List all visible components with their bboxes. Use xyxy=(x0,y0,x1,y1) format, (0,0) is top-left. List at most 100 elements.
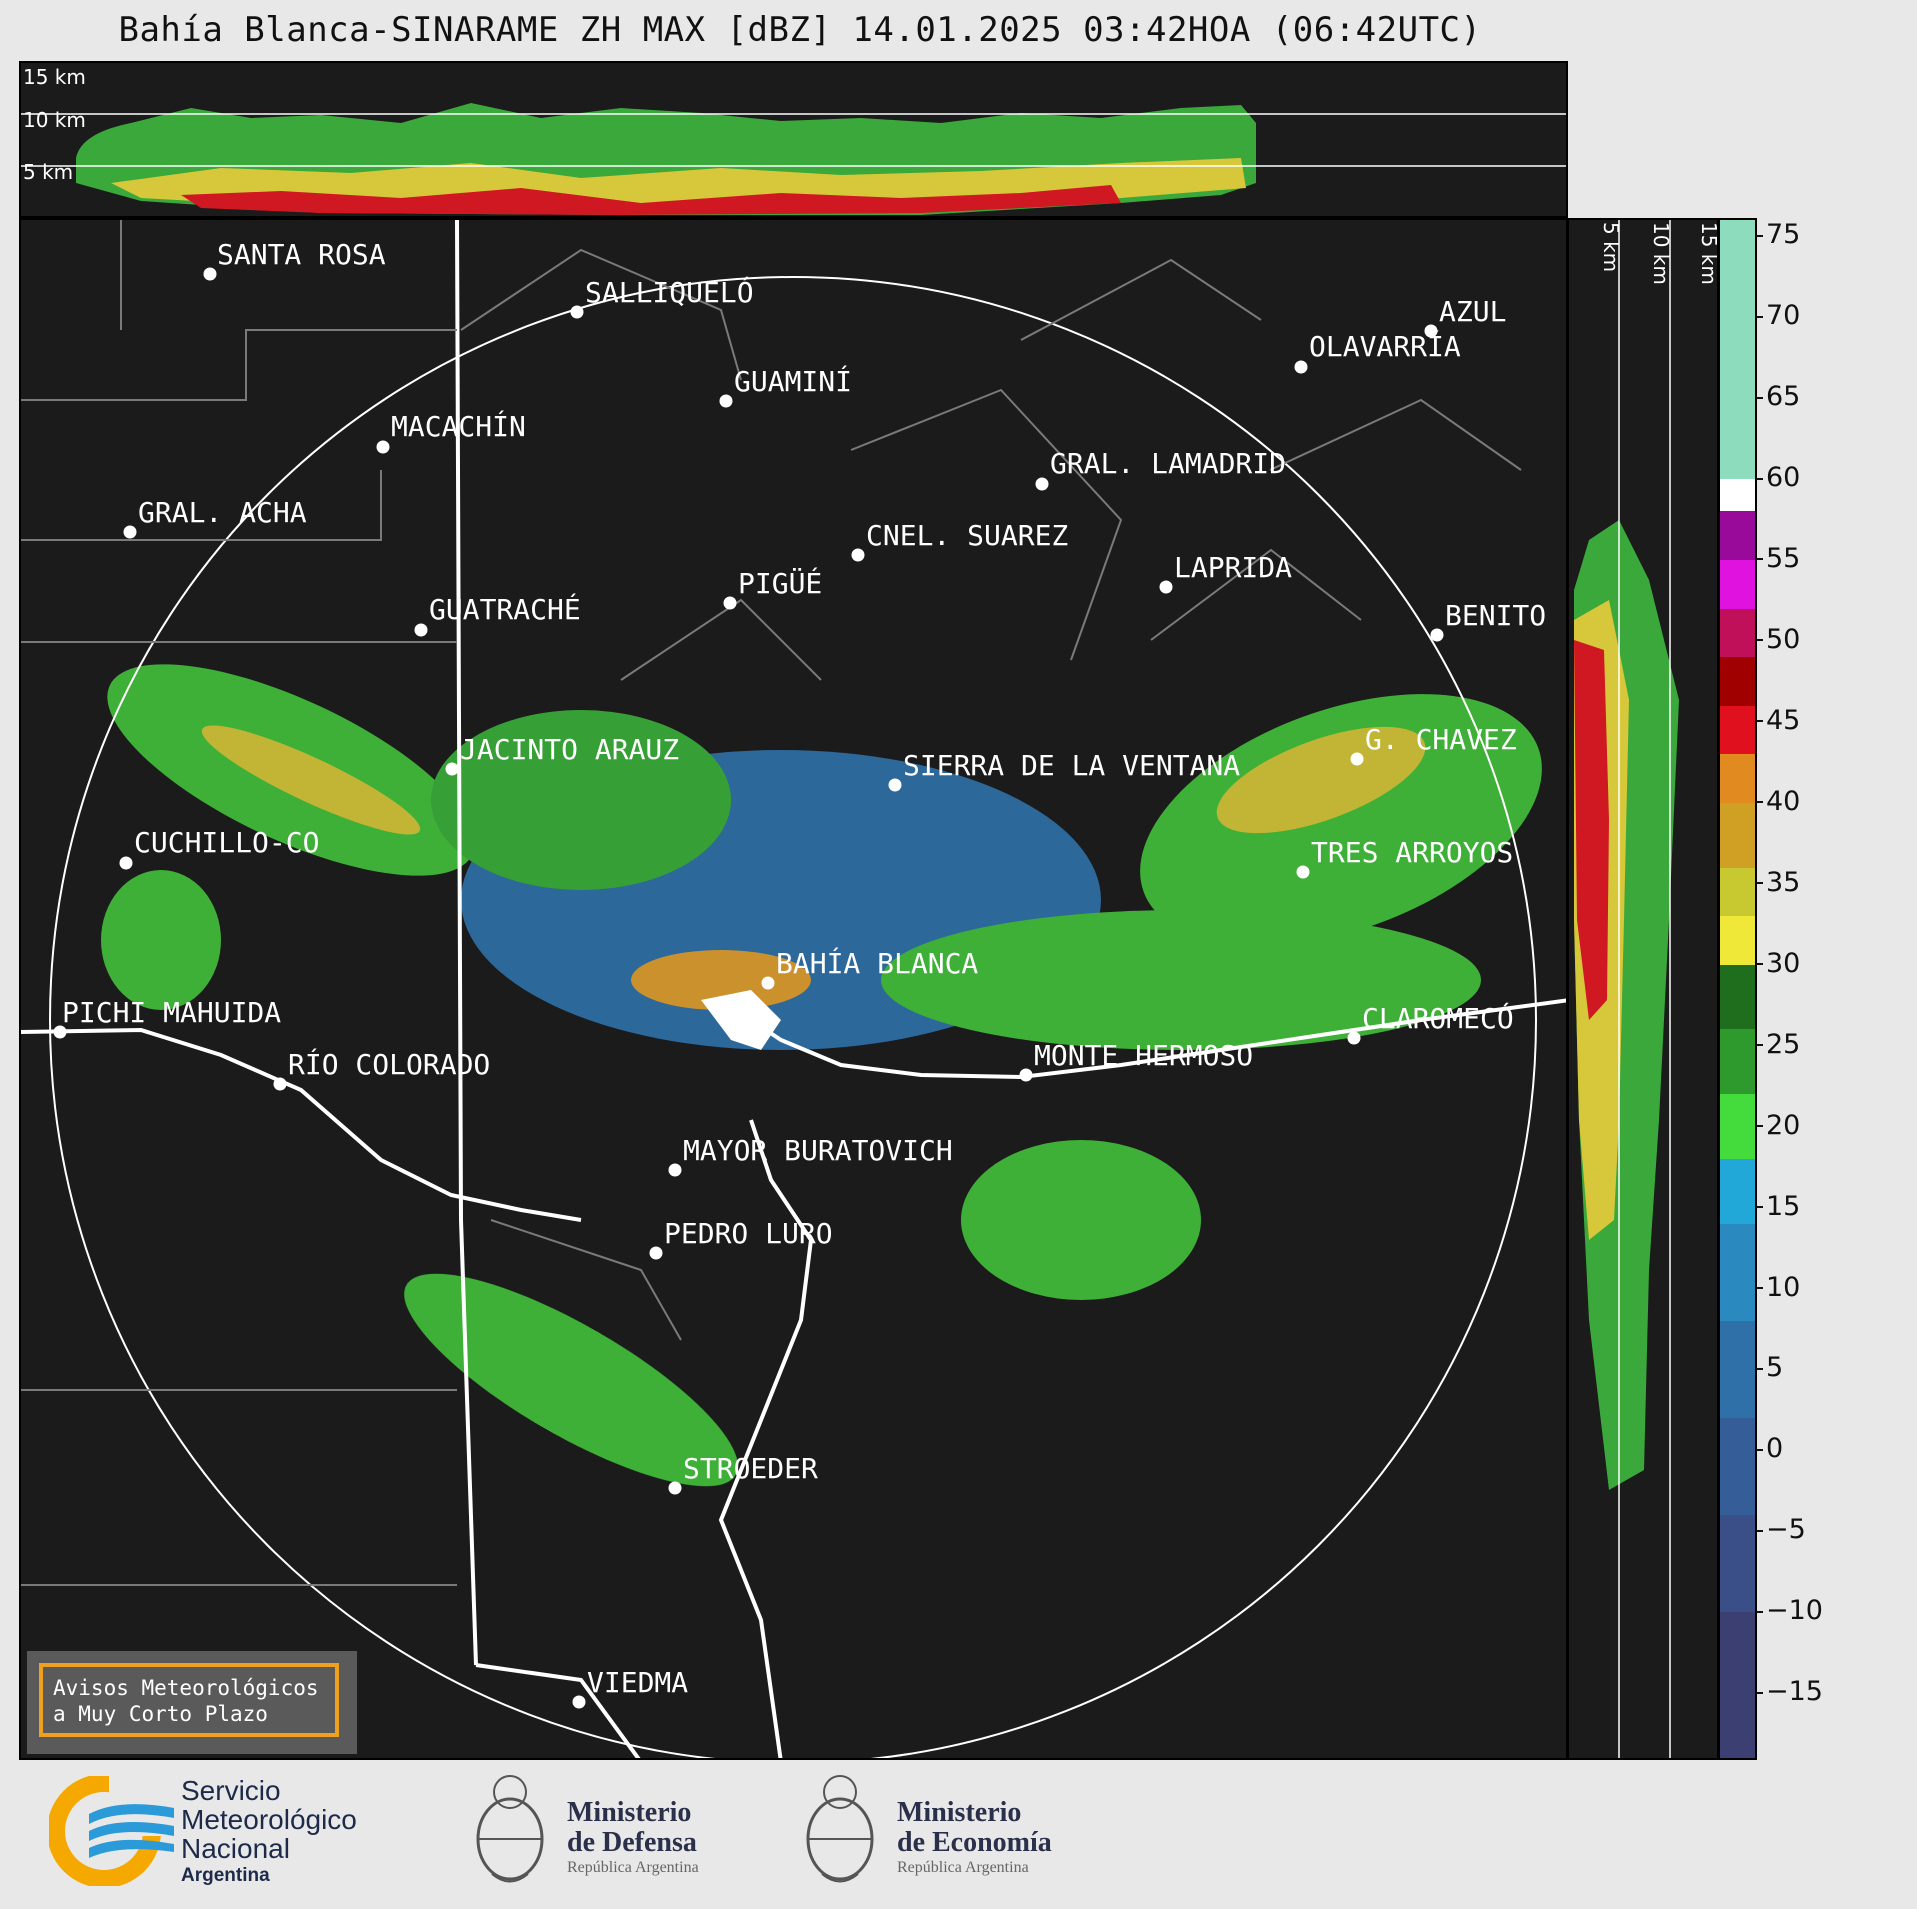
top-height-profile: 15 km 10 km 5 km xyxy=(19,61,1568,218)
city-dot-cnel-suarez xyxy=(851,548,865,562)
top-label-15km: 15 km xyxy=(23,65,86,89)
city-dot-tres-arroyos xyxy=(1296,865,1310,879)
colorbar-segment xyxy=(1720,479,1755,512)
city-label-viedma: VIEDMA xyxy=(587,1666,689,1699)
city-dot-sierra-de-la-ventana xyxy=(888,778,902,792)
colorbar-segment xyxy=(1720,754,1755,803)
smn-line4: Argentina xyxy=(181,1865,270,1886)
echo-northeast-band xyxy=(1140,694,1542,946)
city-dot-pedro-luro xyxy=(649,1246,663,1260)
colorbar xyxy=(1718,218,1757,1760)
city-label-benito: BENITO xyxy=(1445,599,1547,632)
estuary xyxy=(701,990,781,1050)
viedma-coast xyxy=(475,1663,641,1758)
colorbar-tick-label: 65 xyxy=(1755,381,1800,412)
echo-northeast-core xyxy=(1216,726,1426,834)
colorbar-tick-label: −10 xyxy=(1756,1595,1823,1626)
city-label-tres-arroyos: TRES ARROYOS xyxy=(1311,836,1514,869)
city-dot-benito xyxy=(1430,628,1444,642)
colorbar-tick-label: 20 xyxy=(1755,1110,1800,1141)
city-label-salliquelo: SALLIQUELÓ xyxy=(585,276,754,309)
city-label-azul: AZUL xyxy=(1439,295,1507,328)
colorbar-segment xyxy=(1720,220,1755,480)
rio-colorado-river xyxy=(21,1027,582,1222)
colorbar-tick-label: 0 xyxy=(1755,1433,1783,1464)
echo-bahia-core xyxy=(631,950,811,1010)
colorbar-tick-label: 45 xyxy=(1755,705,1800,736)
top-label-5km: 5 km xyxy=(23,160,74,184)
smn-line3: Nacional xyxy=(181,1833,290,1864)
side-profile-svg xyxy=(1574,220,1679,1758)
city-dot-bahia-blanca xyxy=(761,976,775,990)
city-label-claromeco: CLAROMECÓ xyxy=(1362,1002,1514,1035)
echo-southwest-band xyxy=(404,1273,738,1487)
city-label-mayor-buratovich: MAYOR BURATOVICH xyxy=(683,1134,953,1167)
coastline-south xyxy=(718,1119,814,1758)
chart-title: Bahía Blanca-SINARAME ZH MAX [dBZ] 14.01… xyxy=(118,10,1482,50)
top-profile-peak xyxy=(181,185,1121,215)
city-label-gral-acha: GRAL. ACHA xyxy=(138,496,307,529)
city-label-bahia-blanca: BAHÍA BLANCA xyxy=(776,947,979,980)
city-dot-laprida xyxy=(1159,580,1173,594)
colorbar-segment xyxy=(1720,1320,1755,1418)
avisos-box: Avisos Meteorológicos a Muy Corto Plazo xyxy=(27,1651,357,1754)
colorbar-segment xyxy=(1720,1612,1755,1758)
coastline xyxy=(719,998,1566,1080)
colorbar-tick-label: −15 xyxy=(1756,1676,1823,1707)
province-border xyxy=(455,220,478,1666)
avisos-line1: Avisos Meteorológicos xyxy=(53,1676,319,1700)
partido-lines xyxy=(21,220,1522,1586)
defensa-logo-text: Ministerio de Defensa República Argentin… xyxy=(567,1798,699,1878)
colorbar-tick-label: 5 xyxy=(1755,1352,1783,1383)
colorbar-tick-label: 15 xyxy=(1755,1191,1800,1222)
colorbar-segment xyxy=(1720,964,1755,1030)
smn-logo-icon xyxy=(49,1776,179,1886)
city-dot-jacinto-arauz xyxy=(445,762,459,776)
city-dot-santa-rosa xyxy=(203,267,217,281)
colorbar-tick-label: 35 xyxy=(1755,867,1800,898)
city-dot-rio-colorado xyxy=(273,1077,287,1091)
top-profile-svg xyxy=(21,103,1566,215)
city-dot-azul xyxy=(1424,324,1438,338)
echo-west-core xyxy=(201,725,421,835)
smn-line1: Servicio xyxy=(181,1775,281,1806)
city-label-jacinto-arauz: JACINTO ARAUZ xyxy=(460,733,680,766)
city-dot-mayor-buratovich xyxy=(668,1163,682,1177)
colorbar-tick-label: 25 xyxy=(1755,1029,1800,1060)
side-label-15km: 15 km xyxy=(1697,222,1719,285)
colorbar-segment xyxy=(1720,1094,1755,1159)
colorbar-segment xyxy=(1720,1029,1755,1095)
colorbar-segment xyxy=(1720,802,1755,868)
colorbar-segment xyxy=(1720,1223,1755,1321)
colorbar-tick-label: 55 xyxy=(1755,543,1800,574)
defensa-line2: de Defensa xyxy=(567,1827,697,1858)
colorbar-segment xyxy=(1720,559,1755,609)
city-dot-g-chavez xyxy=(1350,752,1364,766)
colorbar-tick-label: 40 xyxy=(1755,786,1800,817)
city-label-laprida: LAPRIDA xyxy=(1174,551,1293,584)
economia-crest-icon xyxy=(806,1775,874,1883)
smn-line2: Meteorológico xyxy=(181,1804,357,1835)
avisos-link[interactable]: Avisos Meteorológicos a Muy Corto Plazo xyxy=(39,1663,339,1737)
colorbar-segment xyxy=(1720,1515,1755,1613)
city-dot-stroeder xyxy=(668,1481,682,1495)
defensa-line1: Ministerio xyxy=(567,1797,692,1828)
defensa-line3: República Argentina xyxy=(567,1859,699,1876)
colorbar-tick-label: 70 xyxy=(1755,300,1800,331)
city-label-pichi-mahuida: PICHI MAHUIDA xyxy=(62,996,282,1029)
city-label-guamini: GUAMINÍ xyxy=(734,365,853,398)
echo-east-band xyxy=(881,910,1481,1050)
economia-logo-text: Ministerio de Economía República Argenti… xyxy=(897,1798,1052,1878)
colorbar-tick-label: −5 xyxy=(1756,1514,1806,1545)
city-label-cuchillo-co: CUCHILLO-CO xyxy=(134,826,320,859)
city-label-gral-lamadrid: GRAL. LAMADRID xyxy=(1050,447,1287,480)
colorbar-segment xyxy=(1720,608,1755,658)
side-label-10km: 10 km xyxy=(1649,222,1673,285)
colorbar-tick-label: 75 xyxy=(1755,219,1800,250)
avisos-line2: a Muy Corto Plazo xyxy=(53,1702,268,1726)
radar-map-svg xyxy=(21,220,1566,1758)
radar-map: SANTA ROSA SALLIQUELÓ AZUL OLAVARRÍA GUA… xyxy=(19,218,1568,1760)
city-label-olavarria: OLAVARRÍA xyxy=(1309,330,1461,363)
colorbar-segment xyxy=(1720,705,1755,755)
smn-logo-text: Servicio Meteorológico Nacional Argentin… xyxy=(181,1776,357,1890)
